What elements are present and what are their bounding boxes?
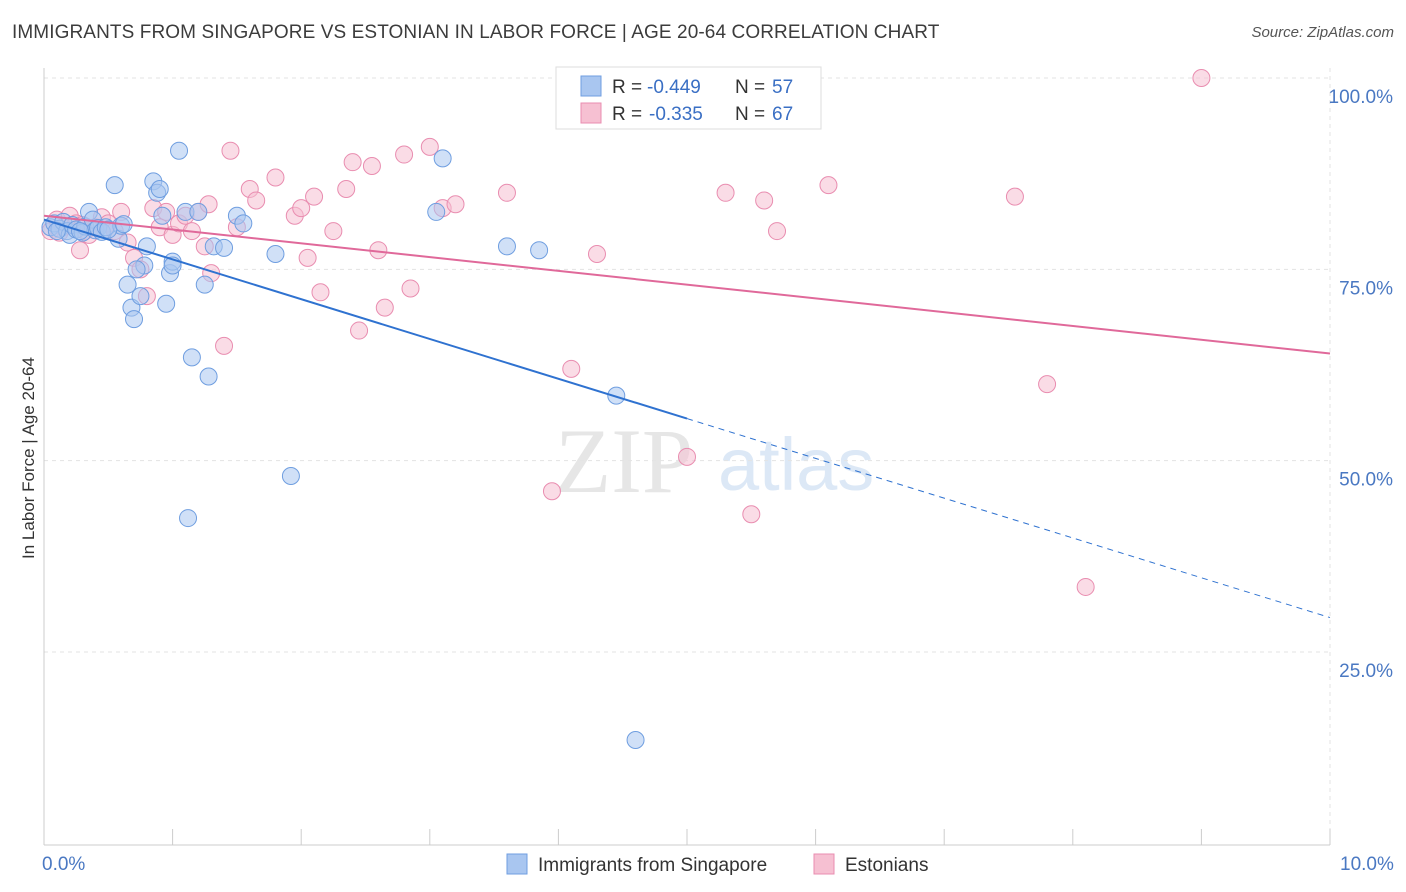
- x-tick-label-max: 10.0%: [1340, 854, 1394, 875]
- series-legend-label-singapore: Immigrants from Singapore: [538, 855, 767, 876]
- singapore-point: [105, 176, 124, 195]
- watermark-atlas: atlas: [718, 423, 874, 506]
- estonians-point: [311, 283, 330, 302]
- singapore-point: [234, 214, 253, 233]
- legend-n-value-singapore: 57: [772, 77, 793, 98]
- stats-legend: R = -0.449 N = 57 R = -0.335 N = 67: [555, 66, 822, 130]
- estonians-point: [1192, 69, 1211, 87]
- estonians-point: [215, 336, 234, 355]
- singapore-point: [626, 731, 645, 750]
- estonians-point: [324, 222, 343, 241]
- legend-r-value-estonians: -0.335: [649, 104, 703, 125]
- estonians-point: [497, 183, 516, 202]
- trend-lines: [43, 214, 1331, 619]
- series-legend-label-estonians: Estonians: [845, 855, 928, 876]
- y-tick-label: 75.0%: [1339, 278, 1393, 299]
- singapore-point: [266, 245, 285, 264]
- series-legend-swatch-estonians: [813, 853, 835, 875]
- singapore-point: [215, 238, 234, 257]
- y-axis-label: In Labor Force | Age 20-64: [19, 357, 38, 559]
- estonians-point: [266, 168, 285, 187]
- singapore-trend-extension: [686, 418, 1331, 619]
- estonians-point: [755, 191, 774, 210]
- legend-r-value-singapore: -0.449: [647, 77, 701, 98]
- legend-n-label-singapore: N =: [735, 77, 765, 98]
- estonians-point: [819, 176, 838, 195]
- singapore-point: [179, 509, 198, 528]
- singapore-point: [427, 202, 446, 221]
- estonians-point: [446, 195, 465, 214]
- singapore-point: [125, 310, 144, 329]
- estonians-point: [587, 245, 606, 264]
- chart-source: Source: ZipAtlas.com: [1251, 24, 1394, 41]
- singapore-trend-line: [43, 218, 688, 420]
- y-tick-label: 25.0%: [1339, 661, 1393, 682]
- chart-title: IMMIGRANTS FROM SINGAPORE VS ESTONIAN IN…: [12, 22, 940, 43]
- estonians-point: [1076, 577, 1095, 596]
- estonians-point: [395, 145, 414, 164]
- estonians-point: [742, 505, 761, 524]
- estonians-point: [375, 298, 394, 317]
- estonians-points: [41, 69, 1211, 596]
- y-tick-label: 100.0%: [1329, 87, 1394, 108]
- estonians-point: [362, 157, 381, 176]
- singapore-point: [118, 275, 137, 294]
- singapore-point: [131, 287, 150, 306]
- singapore-point: [170, 141, 189, 160]
- estonians-point: [337, 179, 356, 198]
- estonians-point: [562, 359, 581, 378]
- singapore-point: [281, 466, 300, 485]
- estonians-point: [298, 248, 317, 267]
- singapore-point: [497, 237, 516, 256]
- singapore-point: [127, 260, 146, 279]
- legend-r-label-singapore: R =: [612, 77, 642, 98]
- x-tick-label-min: 0.0%: [42, 854, 85, 875]
- estonians-point: [1038, 375, 1057, 394]
- singapore-point: [530, 241, 549, 260]
- legend-swatch-estonians: [580, 102, 602, 124]
- estonians-point: [768, 222, 787, 241]
- x-tick-marks: [43, 829, 1331, 845]
- y-tick-labels: 25.0% 50.0% 75.0% 100.0%: [1329, 87, 1394, 682]
- estonians-trend-line: [43, 214, 1331, 355]
- y-tick-label: 50.0%: [1339, 470, 1393, 491]
- singapore-point: [199, 367, 218, 386]
- estonians-point: [343, 153, 362, 172]
- estonians-point: [221, 141, 240, 160]
- estonians-point: [678, 447, 696, 466]
- estonians-point: [1005, 187, 1024, 206]
- singapore-point: [182, 348, 201, 367]
- estonians-point: [305, 187, 324, 206]
- estonians-point: [247, 191, 266, 210]
- singapore-points: [41, 141, 645, 750]
- singapore-point: [195, 275, 214, 294]
- estonians-point: [350, 321, 369, 340]
- legend-n-value-estonians: 67: [772, 104, 793, 125]
- estonians-point: [420, 137, 439, 156]
- singapore-point: [433, 149, 452, 168]
- singapore-point: [150, 179, 169, 198]
- singapore-point: [189, 202, 208, 221]
- singapore-point: [607, 386, 626, 405]
- estonians-point: [716, 183, 735, 202]
- estonians-point: [292, 199, 311, 218]
- legend-r-label-estonians: R =: [612, 104, 642, 125]
- singapore-point: [157, 294, 176, 313]
- legend-swatch-singapore: [580, 75, 602, 97]
- singapore-point: [153, 206, 172, 225]
- estonians-point: [542, 482, 561, 501]
- series-legend: Immigrants from Singapore Estonians: [506, 853, 928, 876]
- series-legend-swatch-singapore: [506, 853, 528, 875]
- estonians-point: [71, 241, 90, 260]
- legend-n-label-estonians: N =: [735, 104, 765, 125]
- estonians-point: [401, 279, 420, 298]
